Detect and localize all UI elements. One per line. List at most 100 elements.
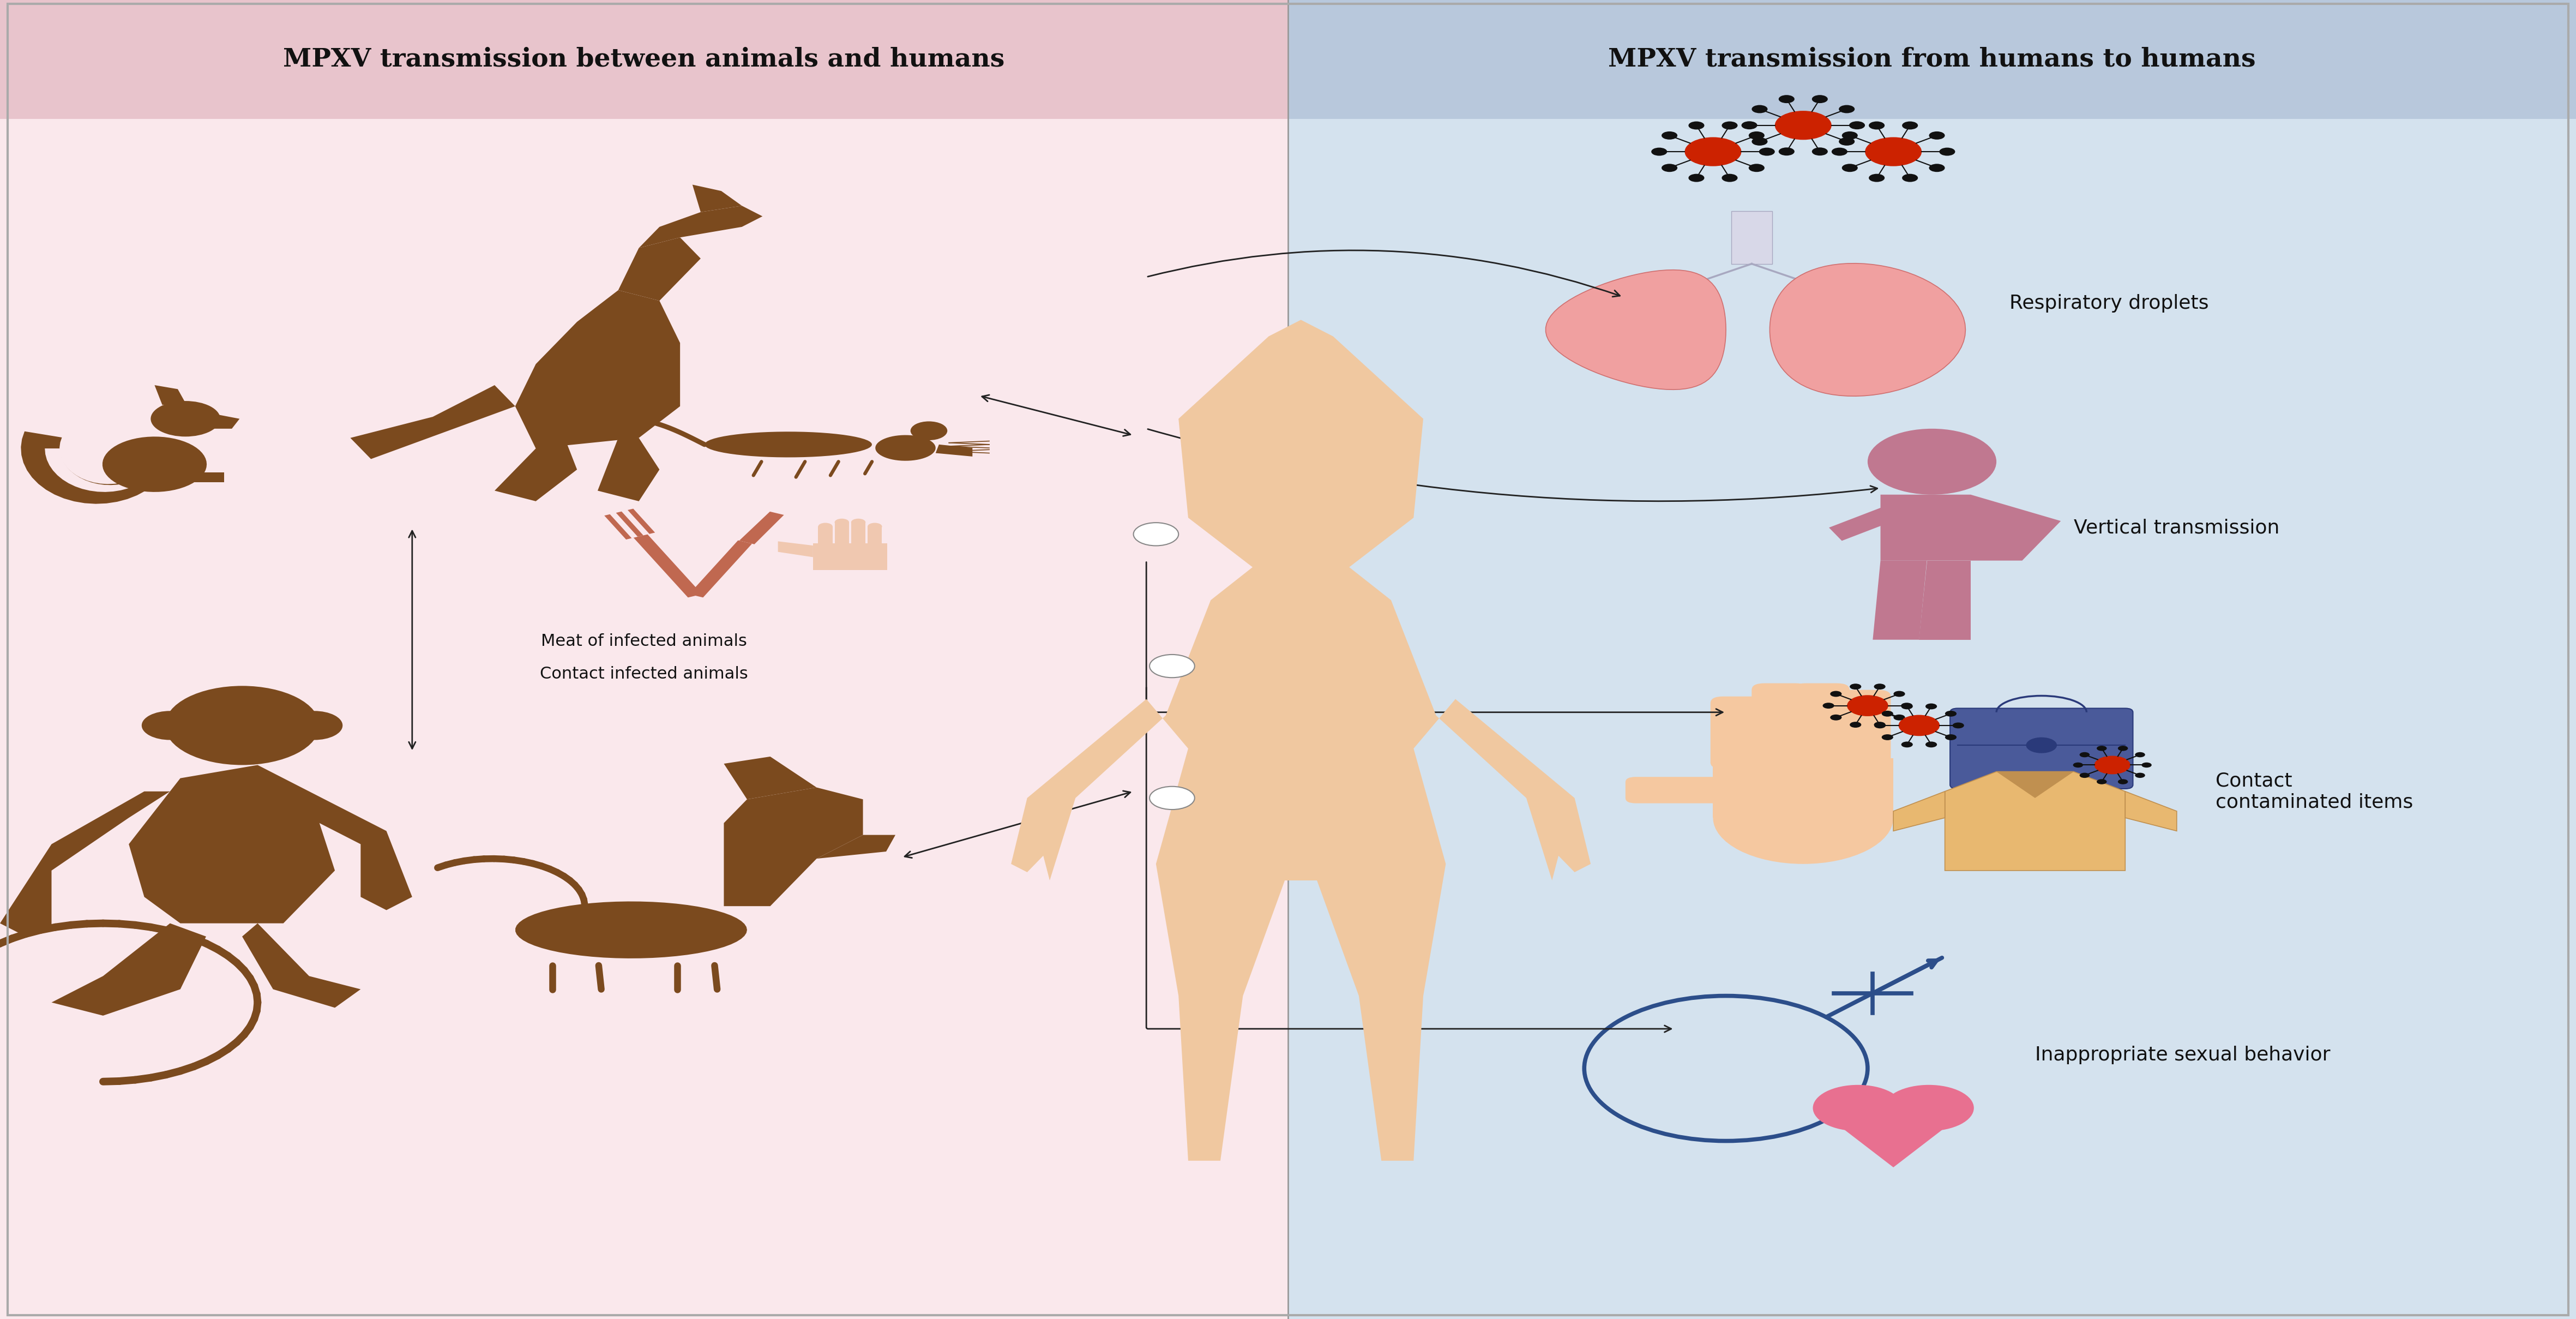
Circle shape [1811, 95, 1829, 103]
Circle shape [142, 711, 198, 740]
Polygon shape [515, 901, 747, 959]
Polygon shape [629, 509, 654, 534]
Circle shape [286, 711, 343, 740]
Polygon shape [819, 526, 832, 546]
Polygon shape [618, 237, 701, 301]
Text: Respiratory droplets: Respiratory droplets [2009, 294, 2208, 313]
Circle shape [1899, 715, 1940, 736]
Polygon shape [639, 206, 762, 248]
Text: Vertical transmission: Vertical transmission [2074, 518, 2280, 537]
FancyBboxPatch shape [0, 0, 1288, 119]
Polygon shape [129, 765, 335, 923]
FancyBboxPatch shape [1288, 0, 2576, 119]
Circle shape [1752, 106, 1767, 113]
Circle shape [2079, 773, 2089, 778]
Circle shape [1880, 711, 1893, 716]
Circle shape [1873, 683, 1886, 690]
Circle shape [1868, 174, 1886, 182]
Circle shape [1893, 715, 1906, 720]
Circle shape [1829, 715, 1842, 720]
Text: MPXV transmission from humans to humans: MPXV transmission from humans to humans [1607, 46, 2257, 73]
Polygon shape [1546, 270, 1726, 389]
Polygon shape [2125, 791, 2177, 831]
Circle shape [1651, 148, 1667, 156]
Circle shape [1832, 148, 1847, 156]
Polygon shape [724, 847, 817, 906]
FancyBboxPatch shape [0, 0, 1288, 1319]
Circle shape [1850, 121, 1865, 129]
Polygon shape [935, 445, 974, 456]
FancyBboxPatch shape [1834, 690, 1891, 769]
Circle shape [1814, 1084, 1904, 1132]
Circle shape [1901, 121, 1919, 129]
Circle shape [1662, 132, 1677, 140]
Text: Contact
contaminated items: Contact contaminated items [2215, 772, 2414, 811]
Circle shape [1940, 148, 1955, 156]
Polygon shape [876, 435, 935, 460]
Polygon shape [1731, 211, 1772, 264]
Circle shape [1721, 174, 1739, 182]
Circle shape [1901, 741, 1914, 748]
Circle shape [868, 522, 881, 530]
Circle shape [1741, 121, 1757, 129]
Polygon shape [1713, 758, 1893, 818]
Circle shape [1847, 695, 1888, 716]
Polygon shape [103, 437, 206, 492]
Polygon shape [21, 431, 173, 504]
Circle shape [2079, 752, 2089, 757]
Polygon shape [191, 725, 294, 744]
Polygon shape [739, 512, 783, 545]
Circle shape [909, 421, 948, 441]
Circle shape [1133, 522, 1177, 546]
Polygon shape [1010, 321, 1592, 1161]
Circle shape [1945, 735, 1958, 740]
Circle shape [1811, 148, 1829, 156]
Circle shape [1901, 703, 1914, 710]
Circle shape [1901, 174, 1919, 182]
Circle shape [1873, 721, 1886, 728]
Circle shape [1149, 786, 1195, 810]
Circle shape [1685, 137, 1741, 166]
Circle shape [1842, 164, 1857, 171]
Circle shape [1829, 691, 1842, 696]
FancyBboxPatch shape [1625, 777, 1736, 803]
Circle shape [2074, 762, 2084, 768]
Polygon shape [1945, 772, 2125, 871]
Circle shape [2094, 756, 2130, 774]
Polygon shape [616, 512, 644, 537]
Polygon shape [724, 787, 863, 859]
Circle shape [2136, 752, 2146, 757]
Polygon shape [201, 413, 240, 429]
Circle shape [1850, 721, 1862, 728]
Circle shape [1759, 148, 1775, 156]
Polygon shape [814, 543, 886, 570]
FancyBboxPatch shape [1752, 683, 1808, 769]
Polygon shape [1770, 264, 1965, 396]
Polygon shape [44, 448, 152, 492]
Circle shape [1924, 741, 1937, 748]
Polygon shape [1829, 508, 1893, 541]
Polygon shape [724, 757, 817, 799]
Polygon shape [850, 522, 866, 546]
Text: Meat of infected animals: Meat of infected animals [541, 633, 747, 649]
Circle shape [1839, 106, 1855, 113]
Circle shape [1929, 132, 1945, 140]
Circle shape [1929, 164, 1945, 171]
Circle shape [1824, 703, 1834, 708]
Circle shape [2117, 780, 2128, 785]
Circle shape [1924, 703, 1937, 710]
Circle shape [2097, 780, 2107, 785]
Circle shape [1687, 121, 1705, 129]
Circle shape [1945, 711, 1958, 716]
Circle shape [1953, 723, 1963, 728]
Circle shape [1850, 683, 1862, 690]
Circle shape [165, 686, 319, 765]
Polygon shape [350, 385, 515, 459]
Circle shape [1901, 703, 1911, 708]
Polygon shape [1873, 561, 1927, 640]
Circle shape [2136, 773, 2146, 778]
Polygon shape [495, 438, 577, 501]
Circle shape [1883, 1084, 1973, 1132]
Polygon shape [598, 311, 659, 353]
Polygon shape [688, 541, 752, 598]
